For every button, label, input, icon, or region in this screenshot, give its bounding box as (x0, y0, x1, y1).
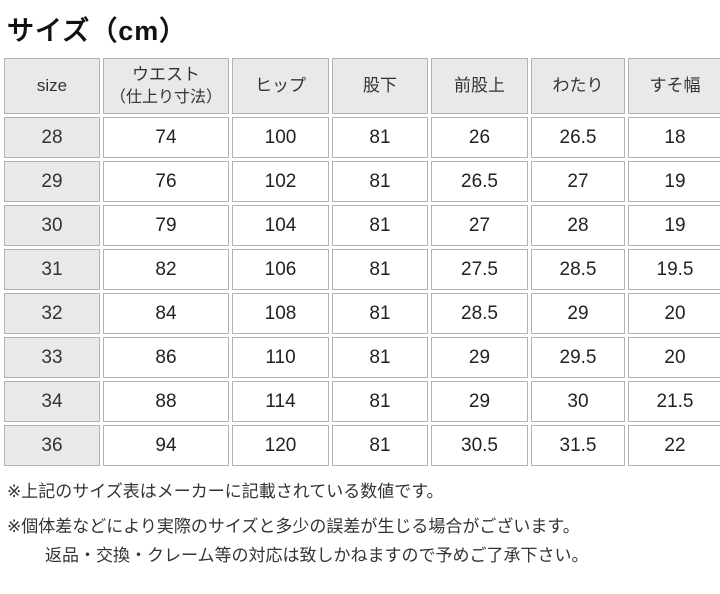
value-cell: 81 (332, 381, 428, 422)
value-cell: 30 (531, 381, 625, 422)
value-cell: 29 (431, 337, 528, 378)
table-row: 33 86 110 81 29 29.5 20 (4, 337, 720, 378)
value-cell: 81 (332, 161, 428, 202)
value-cell: 79 (103, 205, 229, 246)
size-cell: 29 (4, 161, 100, 202)
column-header: 前股上 (431, 58, 528, 114)
value-cell: 19.5 (628, 249, 720, 290)
value-cell: 82 (103, 249, 229, 290)
table-row: 28 74 100 81 26 26.5 18 (4, 117, 720, 158)
value-cell: 29 (431, 381, 528, 422)
page-title: サイズ（cm） (7, 16, 188, 46)
column-header-sublabel: （仕上り寸法） (109, 88, 222, 106)
value-cell: 28.5 (431, 293, 528, 334)
column-header: 股下 (332, 58, 428, 114)
table-body: 28 74 100 81 26 26.5 18 29 76 102 81 26.5 27 19 30 79 10… (4, 117, 720, 466)
value-cell: 81 (332, 205, 428, 246)
value-cell: 19 (628, 161, 720, 202)
value-cell: 76 (103, 161, 229, 202)
value-cell: 31.5 (531, 425, 625, 466)
value-cell: 74 (103, 117, 229, 158)
value-cell: 20 (628, 293, 720, 334)
footnote-size-variance: ※個体差などにより実際のサイズと多少の誤差が生じる場合がございます。 (7, 517, 580, 537)
value-cell: 19 (628, 205, 720, 246)
value-cell: 81 (332, 425, 428, 466)
size-chart-table: size ウエスト （仕上り寸法） ヒップ 股下 前股上 わたり すそ幅 28 74 100 81 2… (1, 55, 720, 469)
value-cell: 21.5 (628, 381, 720, 422)
value-cell: 88 (103, 381, 229, 422)
value-cell: 102 (232, 161, 329, 202)
column-header: size (4, 58, 100, 114)
value-cell: 28.5 (531, 249, 625, 290)
value-cell: 110 (232, 337, 329, 378)
size-cell: 33 (4, 337, 100, 378)
table-row: 32 84 108 81 28.5 29 20 (4, 293, 720, 334)
value-cell: 22 (628, 425, 720, 466)
value-cell: 26.5 (431, 161, 528, 202)
footnote-manufacturer-values: ※上記のサイズ表はメーカーに記載されている数値です。 (7, 482, 444, 501)
value-cell: 30.5 (431, 425, 528, 466)
size-cell: 30 (4, 205, 100, 246)
value-cell: 100 (232, 117, 329, 158)
column-header: すそ幅 (628, 58, 720, 114)
table-row: 30 79 104 81 27 28 19 (4, 205, 720, 246)
value-cell: 20 (628, 337, 720, 378)
value-cell: 86 (103, 337, 229, 378)
size-cell: 31 (4, 249, 100, 290)
value-cell: 28 (531, 205, 625, 246)
table-row: 29 76 102 81 26.5 27 19 (4, 161, 720, 202)
value-cell: 84 (103, 293, 229, 334)
value-cell: 81 (332, 249, 428, 290)
size-cell: 32 (4, 293, 100, 334)
value-cell: 106 (232, 249, 329, 290)
value-cell: 81 (332, 117, 428, 158)
value-cell: 27 (431, 205, 528, 246)
column-header: ウエスト （仕上り寸法） (103, 58, 229, 114)
column-header: ヒップ (232, 58, 329, 114)
value-cell: 27.5 (431, 249, 528, 290)
value-cell: 18 (628, 117, 720, 158)
footnote-no-returns: 返品・交換・クレーム等の対応は致しかねますので予めご了承下さい。 (45, 546, 589, 566)
value-cell: 26.5 (531, 117, 625, 158)
table-row: 36 94 120 81 30.5 31.5 22 (4, 425, 720, 466)
size-cell: 28 (4, 117, 100, 158)
value-cell: 108 (232, 293, 329, 334)
value-cell: 81 (332, 337, 428, 378)
value-cell: 81 (332, 293, 428, 334)
column-header: わたり (531, 58, 625, 114)
table-header-row: size ウエスト （仕上り寸法） ヒップ 股下 前股上 わたり すそ幅 (4, 58, 720, 114)
table-row: 34 88 114 81 29 30 21.5 (4, 381, 720, 422)
value-cell: 29 (531, 293, 625, 334)
size-cell: 36 (4, 425, 100, 466)
value-cell: 120 (232, 425, 329, 466)
value-cell: 26 (431, 117, 528, 158)
value-cell: 104 (232, 205, 329, 246)
value-cell: 114 (232, 381, 329, 422)
table-row: 31 82 106 81 27.5 28.5 19.5 (4, 249, 720, 290)
size-cell: 34 (4, 381, 100, 422)
footnotes: ※上記のサイズ表はメーカーに記載されている数値です。 ※個体差などにより実際のサ… (7, 481, 720, 567)
value-cell: 94 (103, 425, 229, 466)
value-cell: 27 (531, 161, 625, 202)
value-cell: 29.5 (531, 337, 625, 378)
